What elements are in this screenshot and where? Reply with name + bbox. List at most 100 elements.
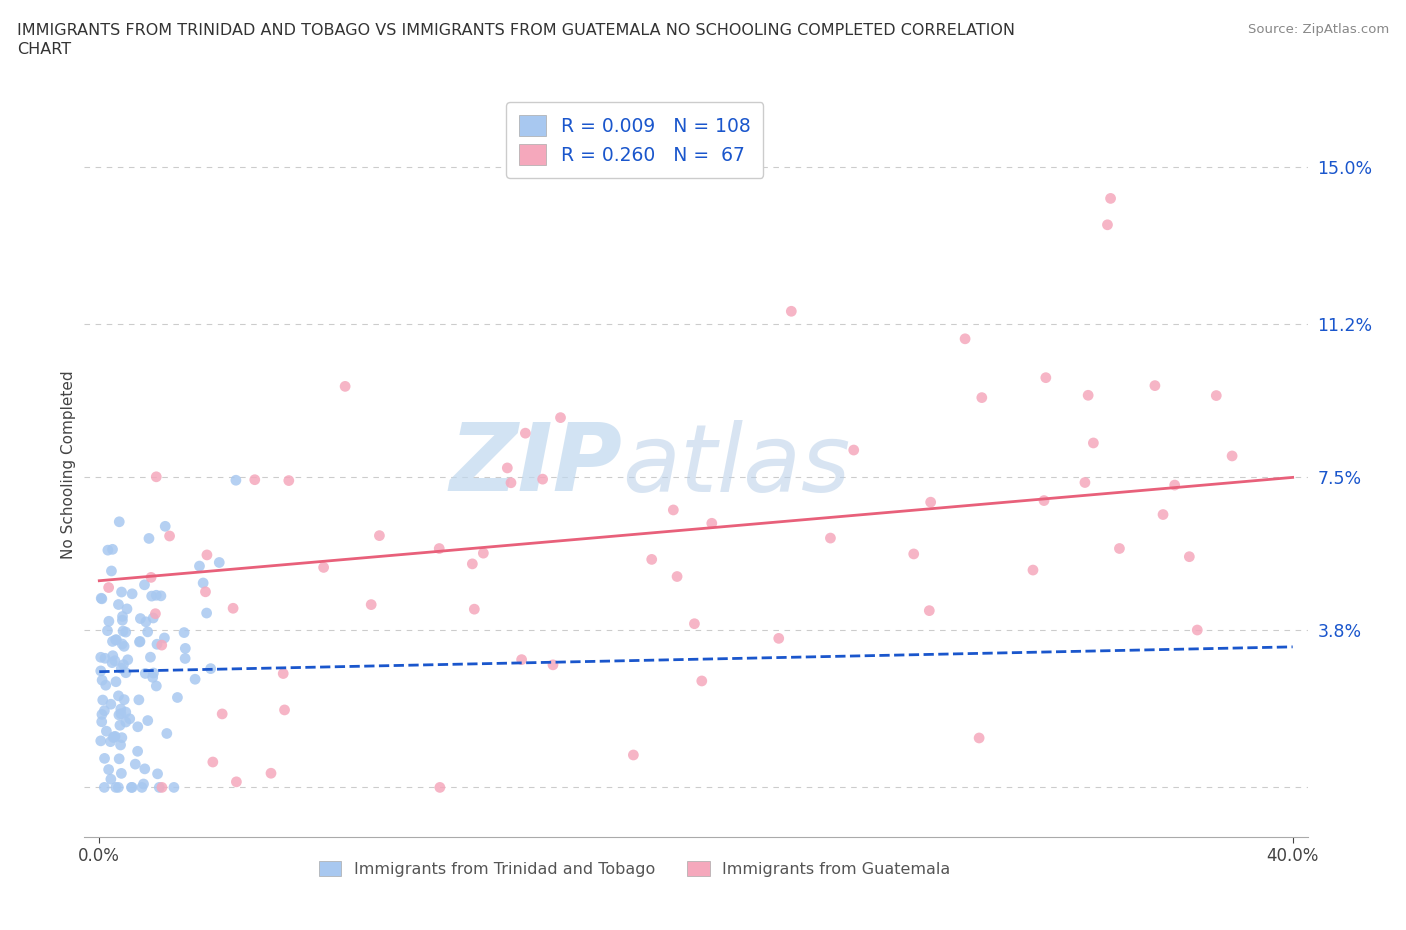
Point: [666, 569, 689, 584]
Point: [918, 604, 941, 618]
Point: [115, 602, 138, 617]
Point: [1099, 191, 1122, 206]
Point: [111, 613, 134, 628]
Point: [139, 570, 162, 585]
Point: [463, 602, 485, 617]
Point: [100, 564, 122, 578]
Point: [510, 652, 533, 667]
Point: [112, 658, 135, 672]
Point: [842, 443, 865, 458]
Point: [184, 671, 207, 686]
Point: [131, 780, 153, 795]
Point: [621, 748, 644, 763]
Point: [111, 730, 134, 745]
Point: [191, 576, 214, 591]
Point: [101, 542, 124, 557]
Point: [121, 586, 143, 601]
Point: [967, 731, 990, 746]
Point: [111, 636, 134, 651]
Point: [112, 692, 135, 707]
Point: [312, 560, 335, 575]
Point: [700, 516, 723, 531]
Point: [1178, 550, 1201, 565]
Point: [110, 706, 132, 721]
Point: [110, 585, 132, 600]
Text: ZIP: ZIP: [450, 419, 623, 511]
Point: [91, 707, 114, 722]
Point: [153, 631, 176, 645]
Point: [260, 765, 283, 780]
Point: [1163, 478, 1185, 493]
Point: [1083, 435, 1105, 450]
Point: [108, 718, 131, 733]
Point: [780, 304, 803, 319]
Point: [127, 744, 149, 759]
Point: [1097, 218, 1119, 232]
Point: [641, 552, 664, 567]
Point: [110, 661, 132, 676]
Point: [174, 641, 197, 656]
Point: [920, 495, 942, 510]
Point: [96, 623, 118, 638]
Point: [91, 693, 114, 708]
Point: [768, 631, 790, 645]
Point: [145, 606, 167, 621]
Point: [104, 729, 127, 744]
Point: [1205, 388, 1227, 403]
Point: [134, 762, 156, 777]
Point: [107, 597, 129, 612]
Point: [145, 470, 167, 485]
Point: [127, 719, 149, 734]
Point: [496, 460, 519, 475]
Legend: Immigrants from Trinidad and Tobago, Immigrants from Guatemala: Immigrants from Trinidad and Tobago, Imm…: [311, 853, 959, 884]
Point: [820, 531, 842, 546]
Point: [159, 528, 181, 543]
Y-axis label: No Schooling Completed: No Schooling Completed: [60, 371, 76, 559]
Point: [103, 730, 125, 745]
Point: [100, 697, 122, 711]
Point: [138, 531, 160, 546]
Point: [104, 632, 127, 647]
Point: [108, 751, 131, 766]
Point: [970, 391, 993, 405]
Point: [135, 615, 157, 630]
Point: [134, 578, 156, 592]
Point: [1074, 475, 1097, 490]
Point: [145, 679, 167, 694]
Point: [690, 673, 713, 688]
Point: [90, 714, 112, 729]
Text: Source: ZipAtlas.com: Source: ZipAtlas.com: [1249, 23, 1389, 36]
Point: [195, 548, 218, 563]
Point: [128, 634, 150, 649]
Point: [139, 650, 162, 665]
Point: [90, 650, 112, 665]
Point: [114, 714, 136, 729]
Point: [107, 780, 129, 795]
Point: [121, 780, 143, 795]
Point: [472, 546, 495, 561]
Point: [333, 379, 356, 393]
Point: [104, 653, 127, 668]
Point: [499, 475, 522, 490]
Point: [101, 648, 124, 663]
Point: [129, 634, 152, 649]
Point: [132, 777, 155, 791]
Point: [173, 625, 195, 640]
Point: [134, 666, 156, 681]
Point: [94, 651, 117, 666]
Point: [142, 666, 165, 681]
Point: [97, 614, 120, 629]
Point: [91, 672, 114, 687]
Point: [124, 757, 146, 772]
Point: [273, 702, 295, 717]
Point: [105, 632, 128, 647]
Point: [118, 711, 141, 726]
Point: [683, 617, 706, 631]
Point: [166, 690, 188, 705]
Point: [541, 658, 564, 672]
Point: [149, 589, 172, 604]
Point: [550, 410, 572, 425]
Text: IMMIGRANTS FROM TRINIDAD AND TOBAGO VS IMMIGRANTS FROM GUATEMALA NO SCHOOLING CO: IMMIGRANTS FROM TRINIDAD AND TOBAGO VS I…: [17, 23, 1015, 38]
Point: [1035, 370, 1057, 385]
Point: [128, 693, 150, 708]
